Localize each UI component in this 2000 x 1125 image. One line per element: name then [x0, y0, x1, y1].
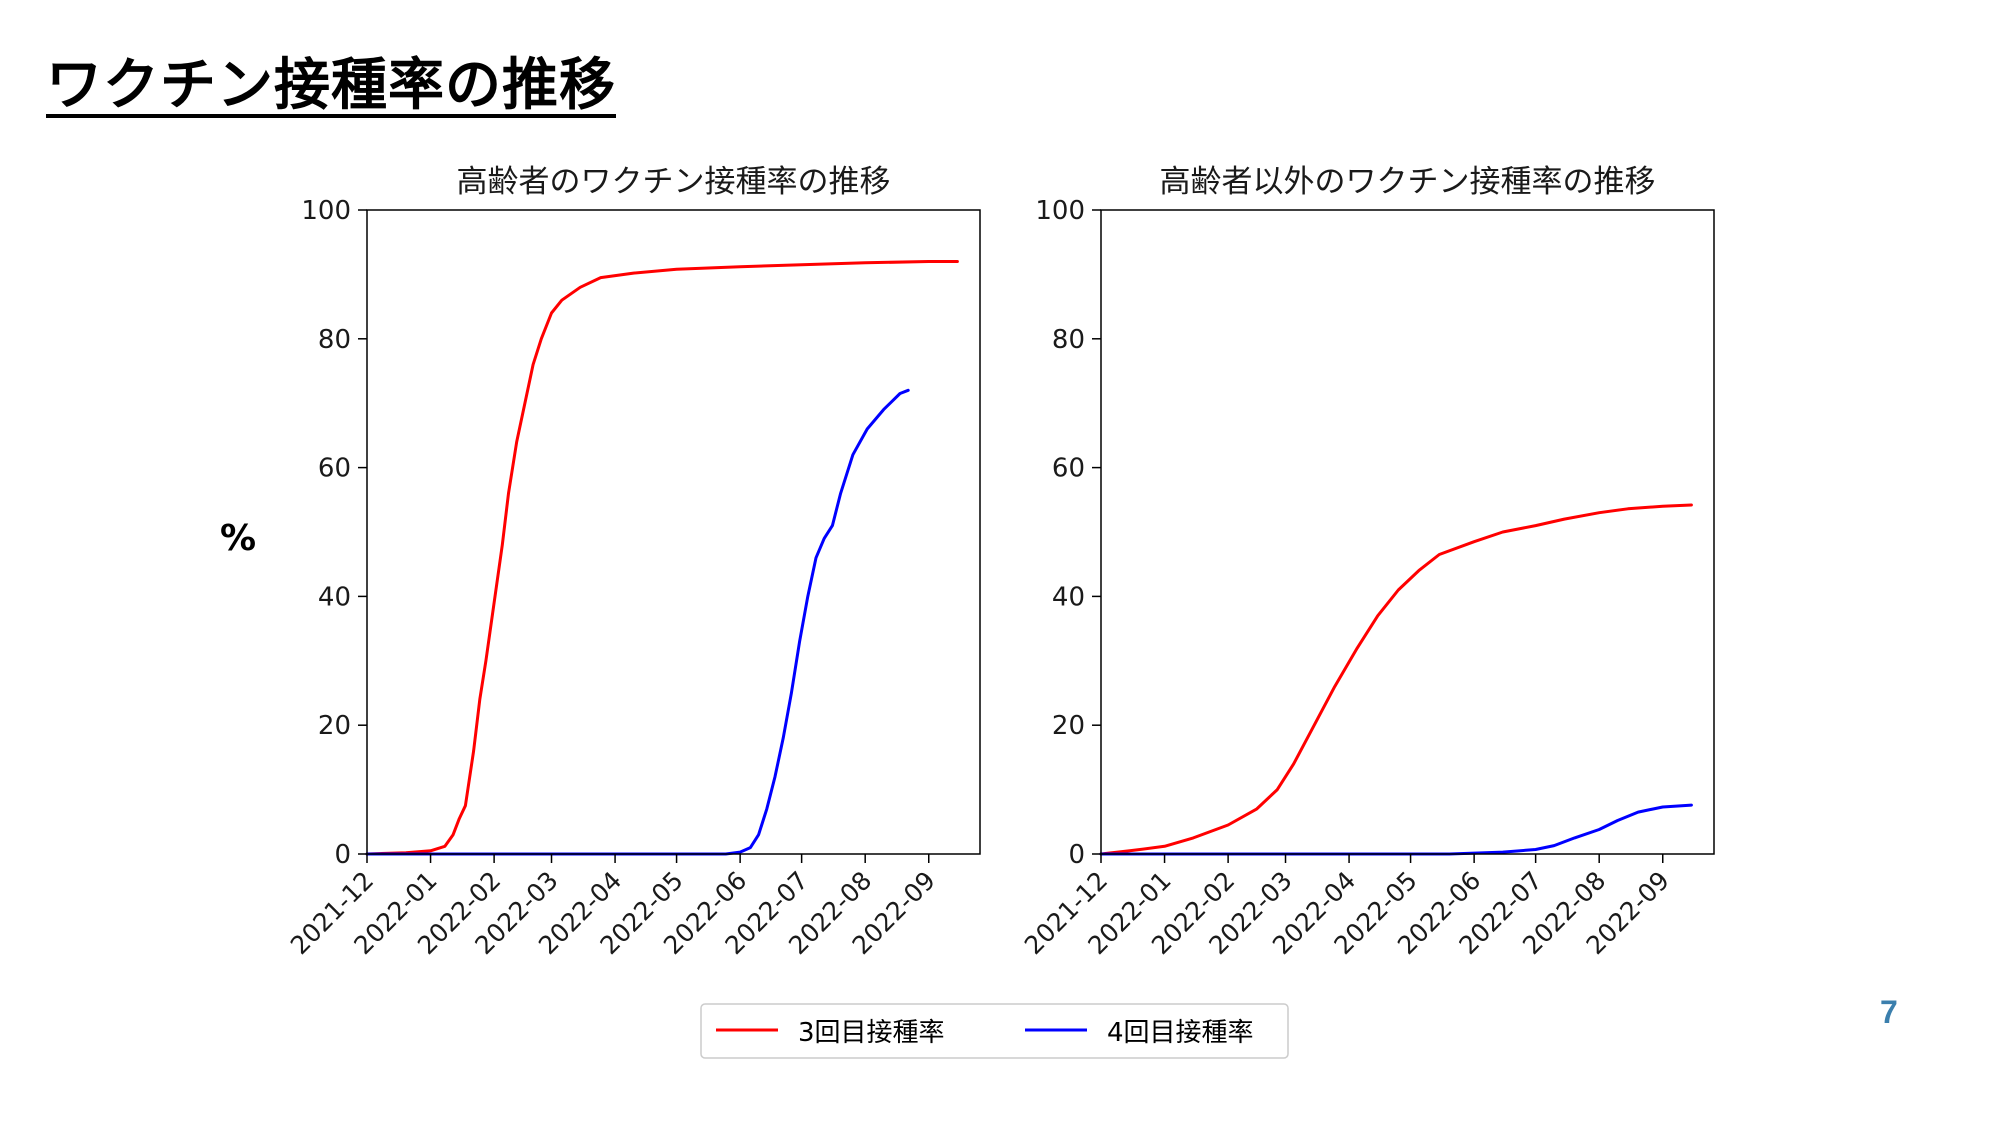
- legend-label-dose4: 4回目接種率: [1107, 1018, 1254, 1048]
- series-line-dose4: [1099, 803, 1693, 856]
- y-tick-label: 60: [1052, 454, 1085, 484]
- chart-title: 高齢者以外のワクチン接種率の推移: [1160, 164, 1656, 200]
- plot-frame: [1100, 209, 1715, 855]
- y-tick-label: 80: [318, 325, 351, 355]
- y-axis-label: %: [220, 518, 256, 559]
- y-tick-label: 100: [301, 196, 351, 226]
- y-tick-label: 20: [318, 711, 351, 741]
- series-line-dose3: [1099, 503, 1693, 856]
- y-tick-label: 40: [1052, 582, 1085, 612]
- plot-frame: [366, 209, 981, 855]
- series-line-dose3: [365, 260, 959, 856]
- y-tick-label: 40: [318, 582, 351, 612]
- y-tick-label: 0: [334, 840, 351, 870]
- chart-title: 高齢者のワクチン接種率の推移: [457, 164, 891, 200]
- chart-elderly: 高齢者のワクチン接種率の推移0204060801002021-122022-01…: [285, 164, 981, 960]
- y-tick-label: 100: [1035, 196, 1085, 226]
- y-tick-label: 60: [318, 454, 351, 484]
- page-number: 7: [1880, 994, 1898, 1030]
- legend-label-dose3: 3回目接種率: [798, 1018, 945, 1048]
- legend-frame: [700, 1003, 1289, 1059]
- legend: 3回目接種率 4回目接種率: [700, 1003, 1289, 1059]
- slide-title: ワクチン接種率の推移: [46, 53, 616, 118]
- y-tick-label: 0: [1068, 840, 1085, 870]
- y-tick-label: 80: [1052, 325, 1085, 355]
- y-tick-label: 20: [1052, 711, 1085, 741]
- series-line-dose4: [365, 388, 910, 856]
- chart-non-elderly: 高齢者以外のワクチン接種率の推移0204060801002021-122022-…: [1019, 164, 1715, 960]
